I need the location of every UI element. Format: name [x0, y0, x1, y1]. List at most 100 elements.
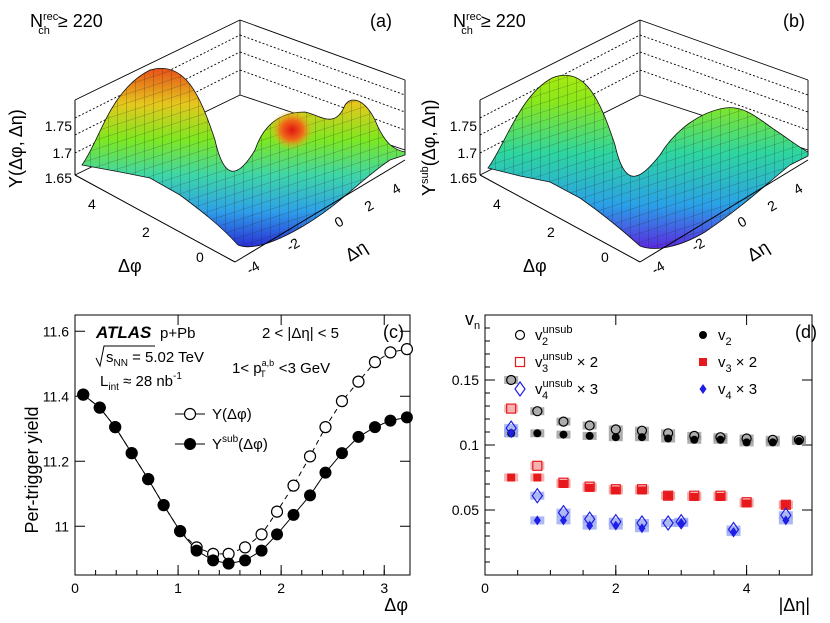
panel-d-legend-marker	[699, 358, 707, 366]
panel-d-syst-band	[530, 407, 545, 416]
panel-c-point-sub	[142, 473, 155, 486]
panel-d-point	[559, 480, 568, 488]
panel-b-label: (b)	[783, 11, 805, 31]
panel-a-etatick: 0	[332, 213, 347, 231]
panel-d-xtick-label: 2	[612, 580, 620, 596]
panel-c-point-sub	[93, 401, 106, 414]
panel-c-point-sub	[287, 508, 300, 521]
panel-d-legend-label: vunsub 2	[535, 324, 572, 348]
panel-c-pt-cut: 1< pa,b T <3 GeV	[232, 358, 330, 379]
panel-a-zlabel: Y(Δφ, Δη)	[6, 109, 26, 188]
panel-d-point	[507, 473, 516, 482]
panel-d-label: (d)	[795, 322, 817, 342]
panel-d-point	[586, 520, 594, 531]
panel-a-multiplicity: Nrec ch ≥ 220	[30, 11, 103, 37]
panel-a-phitick: 0	[196, 249, 204, 265]
panel-c-system: p+Pb	[160, 325, 195, 342]
panel-d-point	[558, 416, 569, 427]
panel-c-eta-cut: 2 < |Δη| < 5	[262, 325, 339, 342]
panel-d-legend-label: v4 × 3	[718, 381, 757, 402]
panel-d-syst-band	[556, 417, 571, 426]
panel-c-label: (c)	[383, 322, 404, 342]
panel-d-syst-band	[582, 515, 597, 524]
panel-d-legend-marker	[514, 329, 526, 341]
panel-a-mesh	[82, 68, 405, 247]
panel-d-point	[506, 403, 517, 414]
panel-a-near-side-peak	[270, 110, 314, 150]
panel-d-point	[742, 438, 751, 447]
panel-a-phitick: 2	[142, 224, 150, 240]
panel-d-syst-band	[556, 508, 571, 517]
panel-d-point	[677, 518, 685, 528]
panel-d-legend-label: vunsub 4 × 3	[535, 378, 598, 402]
panel-d-point	[533, 429, 542, 438]
panel-c-point-sub	[368, 421, 381, 434]
panel-d-legend-marker	[699, 331, 707, 339]
panel-a: 1.65 1.7 1.75 4 2 0 -4 -2 0 2 4 Y(Δφ, Δη…	[6, 11, 406, 278]
panel-d-point	[507, 428, 515, 439]
panel-d-legend: vunsub 2 v2 vunsub 3 × 2 v3 × 2 vunsub 4 × 3 v4 …	[514, 324, 757, 402]
panel-c-point-sub	[190, 544, 203, 557]
panel-d-ytick-label: 0.15	[452, 372, 479, 388]
panel-c-point-unsub	[368, 356, 382, 369]
panel-d-point	[662, 514, 674, 532]
panel-c-point-sub	[207, 554, 220, 567]
panel-a-ztick: 1.75	[45, 118, 72, 134]
panel-b-ztick: 1.7	[458, 145, 478, 161]
panel-d-point	[585, 483, 594, 492]
panel-d-ylabel: vn	[465, 309, 480, 332]
panel-a-label: (a)	[370, 11, 392, 31]
panel-d-point	[716, 435, 725, 444]
panel-d-syst-band	[504, 404, 519, 413]
panel-c-xtick-label: 2	[277, 580, 285, 596]
panel-a-etatick: 4	[389, 180, 404, 198]
panel-d-syst-band	[661, 429, 676, 438]
panel-d-point	[781, 500, 790, 509]
panel-b-mesh	[488, 75, 808, 249]
panel-c: 0 1 2 3 11 11.2 11.4 11.6 ATLAS p+Pb 2 < |Δη| <…	[22, 314, 414, 615]
panel-d-syst-band	[582, 421, 597, 430]
panel-d-xtick-label: 0	[481, 580, 489, 596]
panel-c-xlabel: Δφ	[384, 595, 408, 615]
panel-c-point-unsub	[270, 505, 284, 518]
panel-c-points	[77, 343, 414, 570]
panel-c-legend: Y(Δφ) Ysub(Δφ)	[175, 406, 268, 453]
panel-a-ylabel: Δη	[342, 237, 371, 266]
panel-d-point	[506, 374, 517, 386]
panel-c-frame	[74, 314, 411, 576]
panel-c-xtick-label: 0	[71, 580, 79, 596]
panel-c-point-unsub	[400, 343, 414, 356]
panel-b-phitick: 2	[547, 224, 555, 240]
panel-d-point	[585, 431, 594, 440]
panel-a-etatick: 2	[362, 197, 377, 215]
panel-d-legend-label: vunsub 3 × 2	[535, 351, 598, 375]
panel-d-axes: 0 2 4 0.05 0.1 0.15	[452, 315, 813, 596]
panel-c-ytick-label: 11.6	[43, 323, 69, 339]
panel-c-point-unsub	[303, 450, 317, 463]
panel-b-etatick: -4	[649, 257, 668, 277]
panel-c-point-unsub	[319, 421, 332, 434]
panel-d-legend-label: v2	[718, 327, 732, 348]
panel-d-legend-marker	[699, 384, 707, 394]
panel-b-ztick: 1.65	[450, 170, 477, 186]
panel-c-lumi: Lint ≈ 28 nb-1	[100, 371, 182, 393]
panel-b-ztick: 1.75	[450, 118, 477, 134]
panel-d-syst-band	[530, 461, 545, 470]
panel-c-point-sub	[255, 544, 268, 557]
panel-c-point-sub	[125, 447, 138, 460]
panel-a-axes	[74, 100, 406, 263]
panel-a-ztick: 1.7	[53, 145, 73, 161]
panel-d-point	[584, 420, 595, 431]
panel-c-ytick-label: 11	[54, 518, 69, 534]
panel-d-ytick-label: 0.05	[452, 502, 479, 518]
panel-b-multiplicity: Nrec ch ≥ 220	[453, 11, 526, 37]
panel-c-legend-unsub: Y(Δφ)	[212, 406, 252, 423]
panel-c-atlas: ATLAS	[95, 323, 152, 342]
panel-b-etatick: 2	[765, 197, 780, 215]
panel-c-line-unsub	[82, 348, 407, 555]
panel-c-legend-sub: Ysub(Δφ)	[212, 434, 268, 453]
panel-d-syst-band	[530, 491, 545, 500]
panel-b-etatick: 0	[735, 213, 750, 231]
panel-c-point-unsub	[384, 346, 397, 359]
